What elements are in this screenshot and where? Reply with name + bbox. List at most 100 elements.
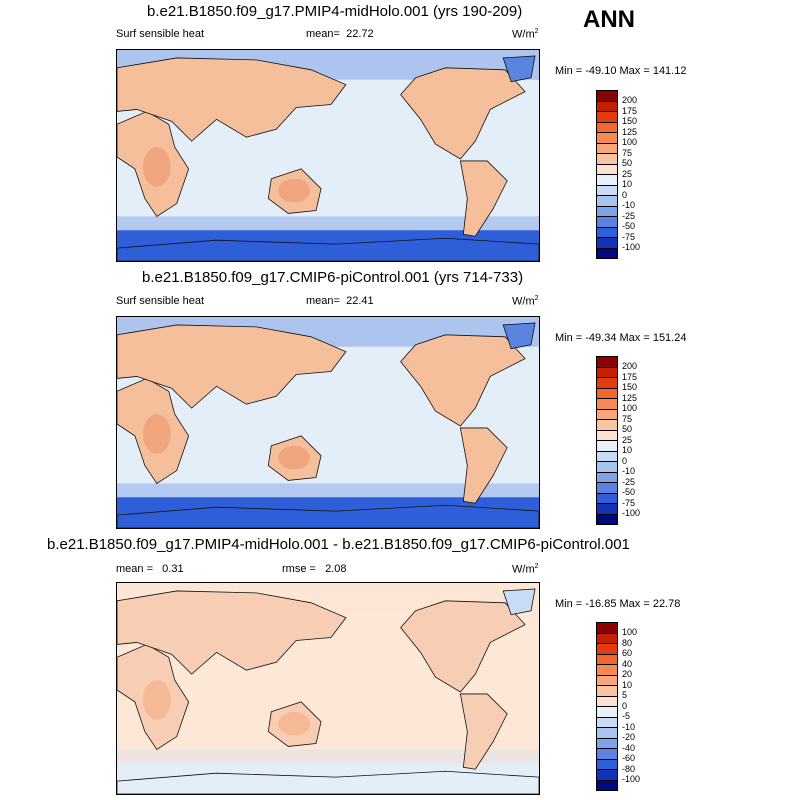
australia-hot-region	[278, 445, 311, 470]
colorbar-label: -100	[622, 242, 641, 252]
greenland-landmass	[502, 55, 536, 83]
colorbar-label: -20	[622, 732, 636, 742]
panel-3-mean-label: mean =	[116, 563, 153, 575]
colorbar-label: -5	[622, 711, 631, 721]
colorbar-label: -10	[622, 721, 636, 732]
panel-2-units-base: W/m	[512, 295, 535, 308]
panel-2-map-svg	[117, 317, 539, 528]
panel-2-colorbar: 200 175 150 125 100 75 50 25 10 0 -10 -25 -50 -75 -100	[596, 356, 640, 525]
samerica-landmass	[459, 160, 508, 237]
samerica-landmass	[459, 693, 508, 770]
colorbar-label: 175	[622, 105, 638, 116]
australia-hot-region	[278, 178, 311, 203]
panel-2-title: b.e21.B1850.f09_g17.CMIP6-piControl.001 …	[142, 269, 524, 286]
panel-2-minmax: Min = -49.34 Max = 151.24	[555, 332, 687, 344]
colorbar-label: -40	[622, 742, 636, 753]
antarctica-landmass	[117, 770, 539, 794]
panel-3-colorbar: 100 80 60 40 20 10 5 0 -5 -10 -20 -40 -60 -80 -100	[596, 622, 640, 791]
colorbar-label: 175	[622, 371, 638, 382]
eurasia-landmass	[117, 324, 347, 409]
africa-hot-region	[142, 414, 171, 454]
colorbar-label: 60	[622, 648, 633, 658]
panel-2-variable-label: Surf sensible heat	[116, 295, 205, 307]
colorbar-label: 25	[622, 168, 633, 179]
colorbar-label: -75	[622, 497, 636, 508]
panel-1-variable-label: Surf sensible heat	[116, 28, 205, 40]
eurasia-landmass	[117, 57, 347, 142]
panel-1-units-exp: 2	[534, 28, 539, 35]
colorbar-label: 10	[622, 679, 633, 690]
panel-3-rmse-label: rmse =	[282, 563, 316, 575]
panel-1-units-base: W/m	[512, 28, 535, 41]
colorbar-label: -50	[622, 221, 636, 231]
colorbar-label: 80	[622, 637, 633, 648]
greenland-landmass	[502, 322, 536, 350]
panel-1-minmax: Min = -49.10 Max = 141.12	[555, 65, 687, 77]
panel-3-map	[116, 582, 540, 795]
panel-1-map-svg	[117, 50, 539, 261]
panel-1-mean-value: 22.72	[346, 28, 374, 40]
colorbar-label: 75	[622, 413, 633, 424]
colorbar-label: 10	[622, 179, 633, 189]
panel-2-map	[116, 316, 540, 529]
colorbar-label: 0	[622, 455, 628, 466]
panel-2-mean-value: 22.41	[346, 295, 374, 307]
namerica-landmass	[400, 334, 526, 427]
panel-1-units: W/m2	[512, 28, 539, 41]
panel-3-units-exp: 2	[534, 563, 539, 570]
colorbar-label: 0	[622, 700, 628, 711]
panel-1-map	[116, 49, 540, 262]
colorbar-label: -80	[622, 763, 636, 774]
colorbar-label: -10	[622, 466, 636, 476]
season-label: ANN	[583, 6, 635, 33]
colorbar-label: 100	[622, 403, 638, 413]
colorbar-label: 50	[622, 424, 633, 434]
panel-3-mean-value: 0.31	[162, 563, 184, 575]
colorbar-label: 100	[622, 137, 638, 147]
panel-3-units-base: W/m	[512, 563, 535, 576]
panel-3-title: b.e21.B1850.f09_g17.PMIP4-midHolo.001 - …	[47, 536, 630, 553]
panel-3-minmax: Min = -16.85 Max = 22.78	[555, 598, 681, 610]
panel-2-units-exp: 2	[534, 295, 539, 302]
colorbar-swatch	[596, 247, 618, 259]
africa-hot-region	[142, 147, 171, 187]
panel-3-rmse-value: 2.08	[325, 563, 347, 575]
antarctica-landmass	[117, 504, 539, 528]
panel-1-mean: mean= 22.72	[306, 28, 374, 40]
panel-1-title: b.e21.B1850.f09_g17.PMIP4-midHolo.001 (y…	[147, 3, 523, 20]
panel-3-rmse: rmse = 2.08	[282, 563, 347, 575]
africa-hot-region	[142, 680, 171, 720]
colorbar-swatch	[596, 513, 618, 525]
colorbar-label: -25	[622, 210, 636, 221]
southern-ocean-band	[117, 749, 539, 768]
colorbar-label: 200	[622, 95, 638, 105]
colorbar-label: 25	[622, 434, 633, 445]
panel-2-mean: mean= 22.41	[306, 295, 374, 307]
panel-2-mean-label: mean=	[306, 295, 340, 307]
samerica-landmass	[459, 427, 508, 504]
southern-ocean-band	[117, 483, 539, 502]
colorbar-label: 150	[622, 382, 638, 392]
colorbar-label: 0	[622, 189, 628, 200]
antarctica-landmass	[117, 237, 539, 261]
southern-ocean-band	[117, 216, 539, 235]
colorbar-label: -75	[622, 231, 636, 242]
colorbar-label: 20	[622, 669, 633, 679]
colorbar-label: 125	[622, 392, 638, 403]
panel-2-units: W/m2	[512, 295, 539, 308]
namerica-landmass	[400, 600, 526, 693]
colorbar-label: 5	[622, 690, 628, 700]
panel-1-mean-label: mean=	[306, 28, 340, 40]
colorbar-label: -100	[622, 774, 641, 784]
colorbar-swatch	[596, 779, 618, 791]
colorbar-label: 40	[622, 658, 633, 669]
colorbar-label: 200	[622, 361, 638, 371]
namerica-landmass	[400, 67, 526, 160]
greenland-landmass	[502, 588, 536, 616]
panel-3-units: W/m2	[512, 563, 539, 576]
australia-hot-region	[278, 711, 311, 736]
colorbar-label: -60	[622, 753, 636, 763]
panel-3-map-svg	[117, 583, 539, 794]
colorbar-label: -25	[622, 476, 636, 487]
colorbar-label: 100	[622, 627, 638, 637]
